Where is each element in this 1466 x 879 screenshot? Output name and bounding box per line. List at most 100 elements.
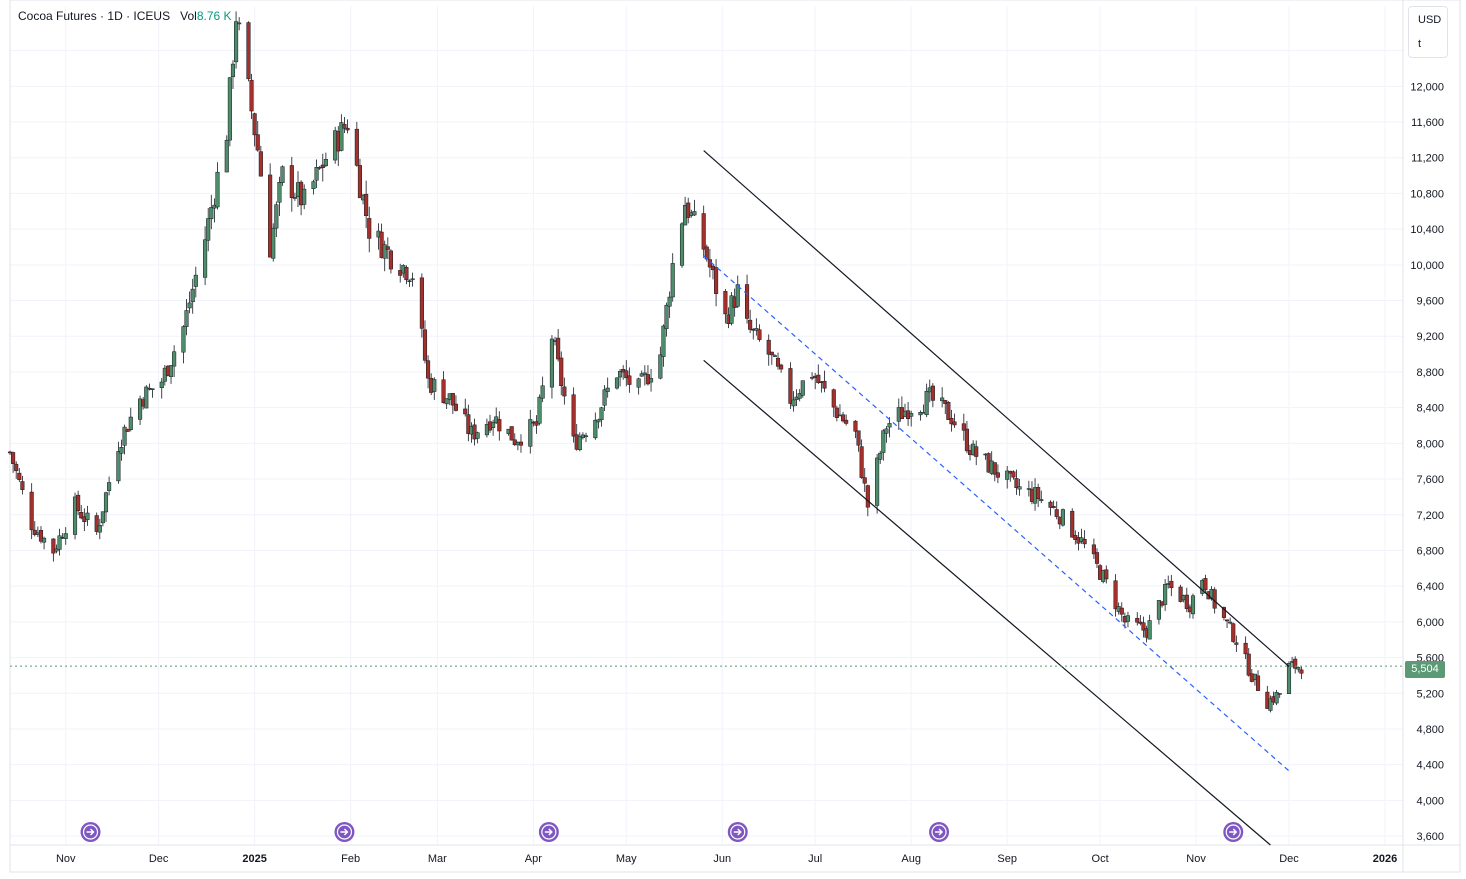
price-tick-label: 8,000 — [1416, 438, 1444, 450]
candle-down — [627, 375, 632, 385]
currency-unit-selector[interactable]: USD t — [1408, 6, 1448, 58]
price-tick-label: 6,000 — [1416, 617, 1444, 629]
candle-down — [1169, 580, 1174, 589]
interval-label[interactable]: 1D — [107, 9, 123, 23]
candle-up — [203, 239, 208, 278]
currency-label[interactable]: USD — [1418, 14, 1442, 26]
dividend-event-icon[interactable] — [727, 822, 748, 842]
candle-up — [85, 512, 90, 521]
candle-up — [528, 419, 533, 447]
candle-down — [1036, 487, 1041, 500]
candle-up — [172, 351, 177, 367]
arrow-icon — [733, 828, 742, 836]
candle-down — [1048, 501, 1053, 508]
price-tick-label: 8,800 — [1416, 367, 1444, 379]
volume-value: 8.76 K — [196, 9, 232, 23]
candle-down — [992, 462, 997, 475]
candle-up — [1005, 470, 1010, 480]
candle-up — [103, 492, 109, 513]
candle-up — [159, 381, 164, 389]
arrow-icon — [935, 828, 944, 836]
candle-up — [1017, 486, 1022, 490]
candle-up — [661, 325, 666, 357]
arrow-icon — [1229, 828, 1238, 836]
candle-down — [497, 419, 502, 432]
events-row[interactable] — [80, 822, 1244, 842]
candle-down — [246, 22, 251, 80]
dividend-event-icon[interactable] — [929, 822, 950, 842]
candle-down — [943, 400, 948, 404]
event-ring — [1225, 824, 1241, 840]
time-tick-label: 2026 — [1373, 853, 1397, 865]
candle-up — [1228, 621, 1233, 624]
candle-down — [559, 357, 564, 386]
candle-down — [831, 389, 836, 408]
price-tick-label: 9,200 — [1416, 331, 1444, 343]
candle-down — [1104, 569, 1109, 580]
arrow-icon — [544, 828, 553, 836]
candle-down — [258, 151, 263, 177]
dividend-event-icon[interactable] — [538, 822, 559, 842]
candle-up — [181, 326, 186, 353]
candle-up — [100, 511, 105, 524]
arrow-icon — [86, 828, 95, 836]
candle-down — [388, 250, 393, 270]
candle-up — [107, 482, 112, 491]
descending-channel[interactable] — [703, 150, 1290, 846]
candle-up — [1296, 667, 1301, 670]
dividend-event-icon[interactable] — [80, 822, 101, 842]
candle-down — [453, 403, 458, 411]
candle-up — [230, 63, 236, 78]
time-tick-label: Nov — [56, 853, 76, 865]
candle-up — [636, 378, 641, 388]
candle-down — [1011, 471, 1016, 478]
candle-up — [314, 167, 319, 181]
candle-down — [1212, 589, 1217, 609]
symbol-name[interactable]: Cocoa Futures — [18, 9, 97, 23]
unit-label[interactable]: t — [1418, 38, 1422, 50]
candle-up — [184, 310, 189, 327]
price-tick-label: 10,000 — [1410, 260, 1444, 272]
candle-up — [605, 387, 610, 392]
candle-down — [748, 319, 753, 330]
price-axis[interactable]: 3,6004,0004,4004,8005,2005,6006,0006,400… — [1410, 46, 1444, 843]
price-tick-label: 8,400 — [1416, 403, 1444, 415]
candle-up — [410, 278, 415, 281]
event-ring — [541, 824, 557, 840]
candle-up — [311, 181, 316, 190]
candle-up — [658, 354, 663, 379]
candle-up — [614, 377, 620, 389]
separator: · — [100, 9, 105, 23]
candle-down — [1082, 538, 1087, 545]
candle-up — [797, 393, 802, 399]
candle-down — [844, 419, 849, 424]
candle-up — [537, 396, 542, 424]
event-ring — [82, 824, 99, 840]
time-axis[interactable]: Nov Dec 2025 Feb Mar Apr May Jun Jul Aug Sep Oct Nov… — [56, 853, 1397, 865]
candle-down — [1119, 607, 1124, 615]
candle-up — [206, 218, 211, 241]
candle-up — [1190, 595, 1196, 615]
candle-down — [472, 424, 477, 440]
time-tick-label: Mar — [428, 853, 447, 865]
candle-up — [800, 380, 805, 396]
candle-up — [878, 452, 883, 460]
candle-down — [385, 246, 390, 250]
candle-down — [509, 426, 514, 441]
candle-up — [583, 435, 589, 437]
time-tick-label: Dec — [149, 853, 169, 865]
candle-down — [1293, 658, 1298, 669]
candle-down — [1299, 669, 1304, 674]
candle-up — [72, 496, 78, 535]
candle-down — [20, 481, 25, 490]
candle-down — [624, 370, 629, 379]
candle-down — [407, 280, 412, 282]
candle-down — [419, 277, 424, 329]
dividend-event-icon[interactable] — [334, 822, 355, 842]
candle-up — [209, 207, 214, 220]
candle-down — [701, 213, 706, 250]
dividend-event-icon[interactable] — [1223, 822, 1244, 842]
candle-down — [357, 165, 362, 199]
